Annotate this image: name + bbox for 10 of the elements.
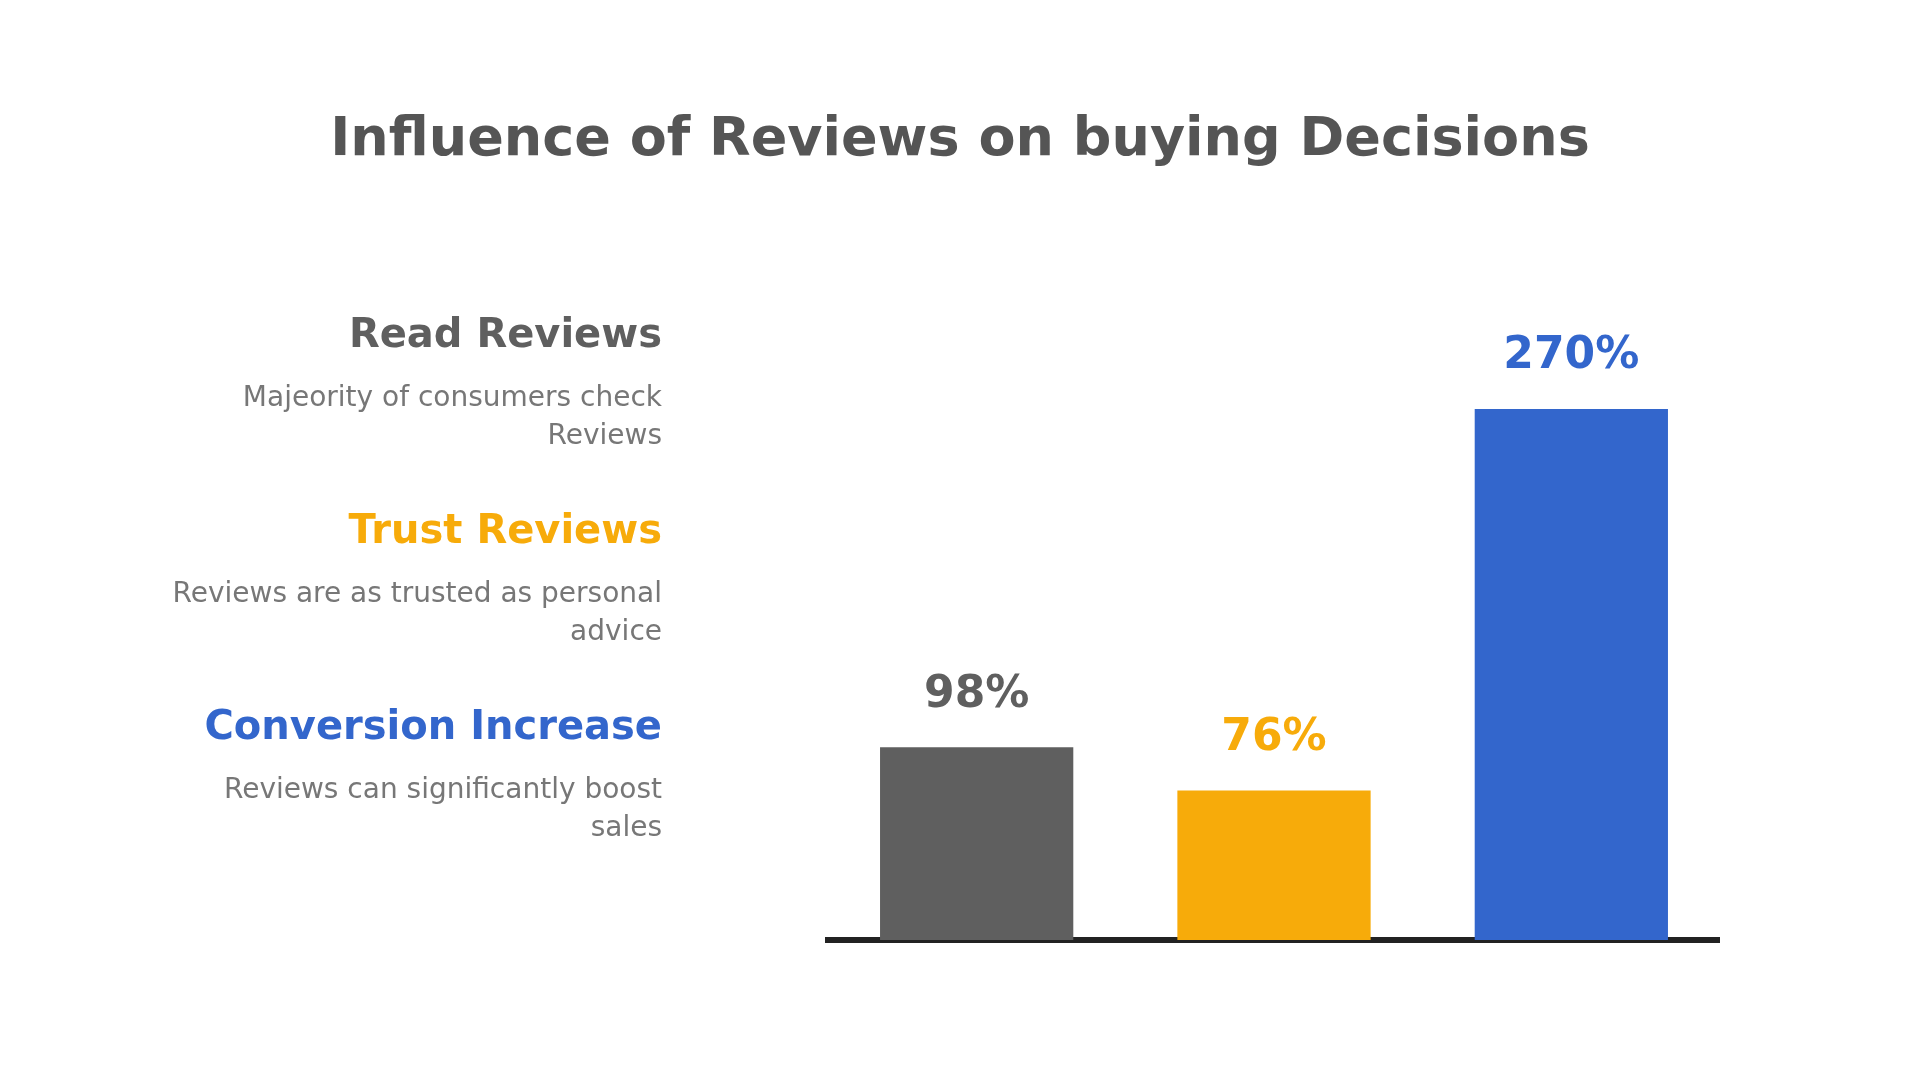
data-label: 270% (1503, 327, 1640, 379)
text: Read Reviews (347, 310, 662, 356)
text: Trust Reviews (347, 506, 662, 552)
text: Majeority of consumers check Reviews (241, 379, 662, 453)
chart-title: Influence of Reviews on buying Decisions (329, 105, 1591, 168)
text: Reviews can significantly boost sales (222, 771, 662, 845)
data-label: 98% (924, 665, 1030, 717)
data-label: 76% (1221, 708, 1327, 760)
text: Conversion Increase (203, 702, 662, 748)
text: Reviews are as trusted as personal advice (171, 575, 662, 649)
